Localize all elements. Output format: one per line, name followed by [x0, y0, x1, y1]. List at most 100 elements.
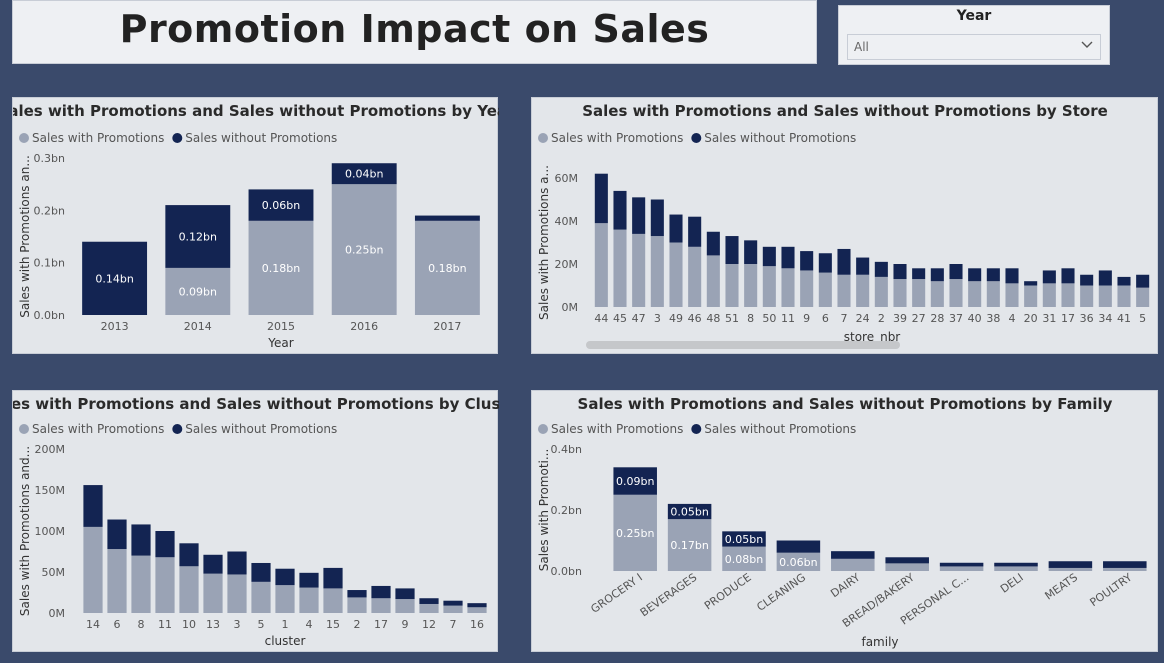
- bar-with-promotions: [613, 494, 657, 571]
- bar-without-promotions: [1103, 561, 1147, 568]
- bar-with-promotions: [1048, 567, 1093, 571]
- y-tick-label: 0.3bn: [34, 152, 65, 165]
- chart-title: Sales with Promotions and Sales without …: [578, 395, 1113, 413]
- data-label-without: 0.04bn: [345, 168, 383, 181]
- slicer-value: All: [854, 40, 869, 54]
- bar-without-promotions: [669, 214, 683, 243]
- bar-without-promotions: [837, 248, 851, 275]
- x-tick-label: 36: [1080, 312, 1094, 325]
- horizontal-scrollbar[interactable]: [586, 341, 900, 349]
- bar-without-promotions: [744, 240, 758, 264]
- year-chart: Sales with Promotions and Sales without …: [13, 102, 499, 350]
- x-tick-label: 9: [803, 312, 810, 325]
- legend-label-without: Sales without Promotions: [185, 131, 337, 145]
- bar-without-promotions: [227, 551, 247, 575]
- year-slicer[interactable]: Year All: [838, 5, 1110, 65]
- x-axis-label: Year: [267, 336, 293, 350]
- data-label-with: 0.25bn: [345, 244, 383, 257]
- x-tick-label: 12: [422, 618, 436, 631]
- bar-without-promotions: [912, 268, 926, 280]
- x-tick-label: 24: [856, 312, 870, 325]
- year-chart-panel[interactable]: Sales with Promotions and Sales without …: [12, 97, 499, 354]
- family-chart-panel[interactable]: Sales with Promotions and Sales without …: [531, 390, 1158, 652]
- bar-without-promotions: [613, 190, 627, 230]
- y-tick-label: 200M: [35, 443, 66, 456]
- bar-with-promotions: [874, 276, 888, 307]
- x-tick-label: 7: [841, 312, 848, 325]
- bar-with-promotions: [299, 587, 319, 613]
- bar-without-promotions: [688, 216, 702, 247]
- x-tick-label: 46: [688, 312, 702, 325]
- bar-with-promotions: [395, 599, 415, 613]
- bar-with-promotions: [165, 267, 231, 315]
- x-tick-label: 40: [968, 312, 982, 325]
- legend-dot-without: [691, 133, 702, 143]
- data-label-without: 0.14bn: [95, 272, 133, 285]
- bar-with-promotions: [155, 557, 175, 613]
- bar-with-promotions: [856, 274, 870, 307]
- bar-with-promotions: [885, 563, 929, 571]
- bar-without-promotions: [874, 261, 888, 277]
- bar-without-promotions: [986, 268, 1000, 282]
- legend-dot-with: [19, 133, 29, 143]
- x-tick-label: 50: [762, 312, 776, 325]
- bar-without-promotions: [594, 173, 608, 224]
- x-tick-label: 13: [206, 618, 220, 631]
- y-axis-label: Sales with Promotions a...: [537, 165, 551, 320]
- x-tick-label: 6: [114, 618, 121, 631]
- bar-without-promotions: [165, 205, 231, 268]
- bar-without-promotions: [248, 189, 314, 221]
- x-tick-label: 6: [822, 312, 829, 325]
- slicer-label: Year: [956, 8, 992, 24]
- x-tick-label: 5: [258, 618, 265, 631]
- bar-without-promotions: [419, 598, 439, 604]
- bar-without-promotions: [893, 264, 907, 280]
- x-tick-label: 2015: [267, 320, 295, 333]
- x-tick-label: 27: [912, 312, 926, 325]
- x-tick-label: 3: [234, 618, 241, 631]
- cluster-chart-panel[interactable]: Sales with Promotions and Sales without …: [12, 390, 499, 652]
- bar-with-promotions: [179, 566, 199, 613]
- x-axis-label: cluster: [265, 634, 306, 648]
- bar-with-promotions: [347, 597, 367, 613]
- x-tick-label: 14: [86, 618, 100, 631]
- legend-dot-without: [172, 424, 183, 434]
- x-tick-label: 34: [1098, 312, 1112, 325]
- store-chart-panel[interactable]: Sales with Promotions and Sales without …: [531, 97, 1158, 354]
- data-label-with: 0.25bn: [616, 527, 654, 540]
- bar-without-promotions: [650, 199, 664, 237]
- bar-without-promotions: [613, 467, 657, 495]
- cluster-chart: Sales with Promotions and Sales without …: [13, 395, 499, 648]
- bar-with-promotions: [744, 264, 758, 307]
- y-axis-label: Sales with Promoti...: [537, 449, 551, 572]
- x-tick-label: 2: [354, 618, 361, 631]
- year-dropdown[interactable]: All: [847, 34, 1101, 60]
- bar-with-promotions: [1024, 285, 1038, 307]
- legend-label-without: Sales without Promotions: [704, 131, 856, 145]
- y-tick-label: 0.4bn: [551, 443, 582, 456]
- bar-with-promotions: [275, 585, 295, 613]
- bar-with-promotions: [762, 266, 776, 307]
- chart-title: Sales with Promotions and Sales without …: [13, 395, 499, 413]
- x-tick-label: 28: [930, 312, 944, 325]
- x-tick-label: 41: [1117, 312, 1131, 325]
- y-tick-label: 0M: [562, 301, 579, 314]
- bar-without-promotions: [1117, 276, 1131, 286]
- legend-label-without: Sales without Promotions: [704, 422, 856, 436]
- legend-dot-without: [172, 133, 183, 143]
- legend-label-with: Sales with Promotions: [32, 422, 164, 436]
- bar-with-promotions: [203, 573, 223, 613]
- bar-without-promotions: [203, 554, 223, 574]
- bar-without-promotions: [323, 567, 343, 589]
- x-tick-label: 2013: [101, 320, 129, 333]
- bar-with-promotions: [912, 279, 926, 307]
- page-title: Promotion Impact on Sales: [119, 7, 710, 51]
- x-tick-label: 4: [1009, 312, 1016, 325]
- x-tick-label: GROCERY I: [588, 571, 644, 616]
- bar-with-promotions: [227, 574, 247, 613]
- x-tick-label: 38: [986, 312, 1000, 325]
- x-tick-label: 51: [725, 312, 739, 325]
- bar-without-promotions: [885, 557, 929, 564]
- x-tick-label: 1: [282, 618, 289, 631]
- x-tick-label: 44: [594, 312, 608, 325]
